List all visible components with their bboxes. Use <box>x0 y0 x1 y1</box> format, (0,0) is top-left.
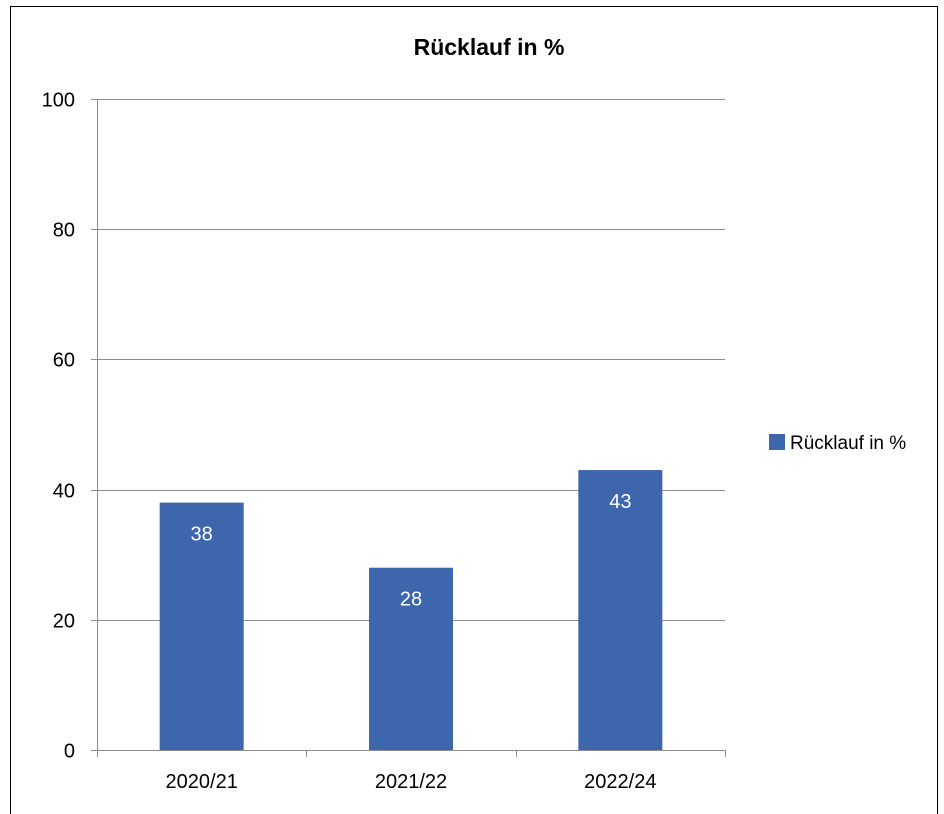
bars <box>159 470 663 750</box>
bar-data-label: 43 <box>609 491 631 513</box>
legend-swatch <box>769 434 785 450</box>
chart-title: Rücklauf in % <box>414 34 565 60</box>
y-tick-label: 40 <box>53 481 75 503</box>
bar <box>159 502 244 750</box>
y-tick-label: 0 <box>64 741 75 763</box>
x-tick-label: 2021/22 <box>375 771 447 793</box>
bar <box>578 470 663 750</box>
x-tick-label: 2020/21 <box>166 771 238 793</box>
bar <box>369 567 453 750</box>
y-tick-label: 100 <box>42 90 75 112</box>
y-tick-label: 20 <box>53 611 75 633</box>
labels: 0 20 40 60 80 100 38 2020/21 28 2021/22 43 2022/24 <box>42 90 657 794</box>
axes <box>91 99 726 757</box>
bar-data-label: 28 <box>400 589 422 611</box>
bar-data-label: 38 <box>191 524 213 546</box>
x-tick-label: 2022/24 <box>584 771 656 793</box>
y-tick-label: 80 <box>53 220 75 242</box>
legend-label: Rücklauf in % <box>790 433 906 454</box>
legend: Rücklauf in % <box>769 433 906 454</box>
y-tick-label: 60 <box>53 350 75 372</box>
